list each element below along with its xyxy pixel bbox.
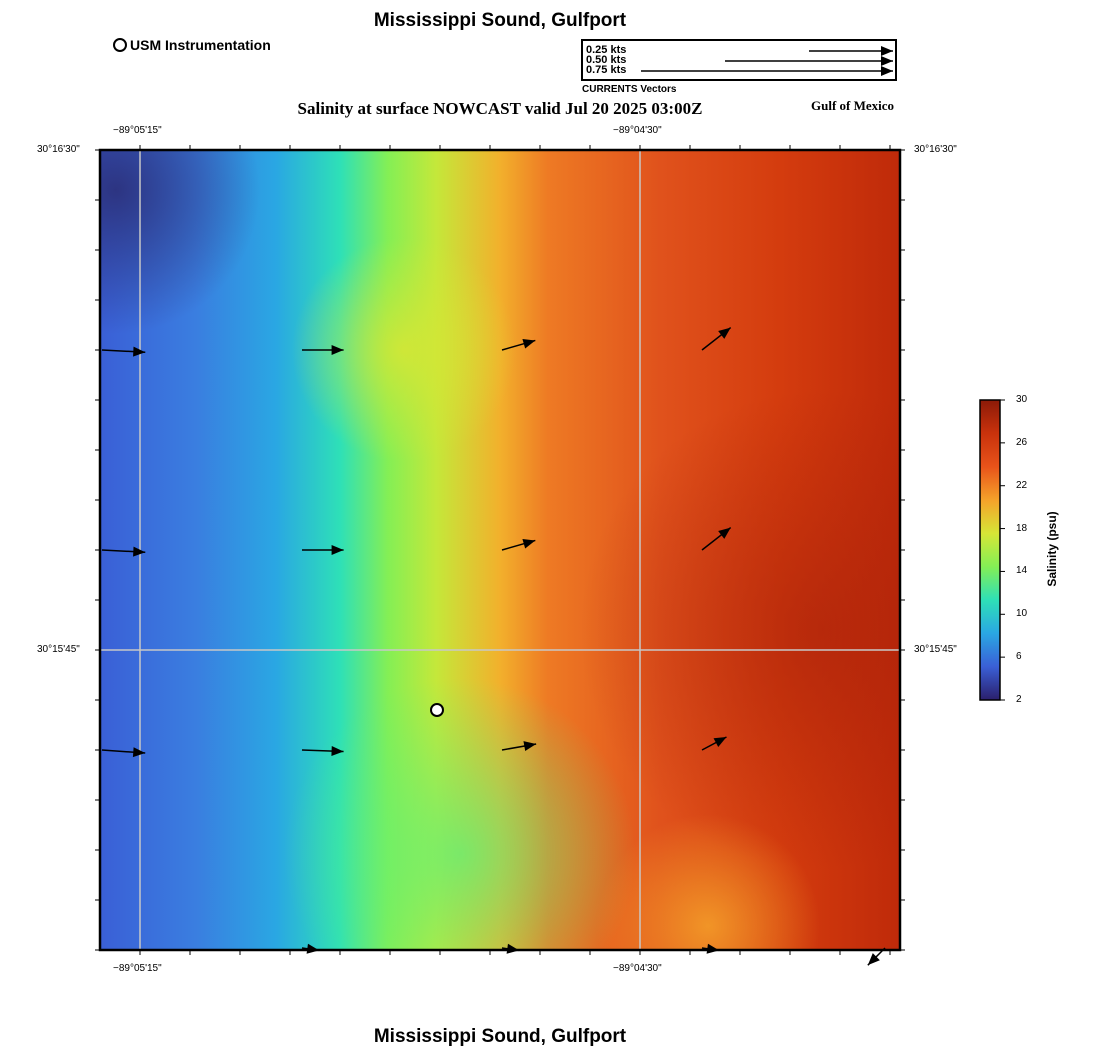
current-vector-15 — [701, 943, 720, 954]
colorbar-tick-label: 18 — [1016, 522, 1028, 534]
colorbar-tick-label: 10 — [1016, 608, 1028, 620]
lat-tick-right-2: 30°15'45" — [914, 644, 957, 655]
current-vector-6 — [302, 545, 344, 555]
map-title: Mississippi Sound, Gulfport — [373, 10, 627, 31]
current-vector-4 — [701, 326, 732, 351]
usm-station-marker[interactable] — [430, 703, 444, 717]
map-footer-title: Mississippi Sound, Gulfport — [373, 1026, 627, 1047]
current-vector-9 — [101, 747, 146, 758]
current-vector-16 — [867, 947, 886, 966]
scale-arrow-3 — [641, 66, 893, 76]
lon-tick-top-1: −89°05'15" — [113, 125, 162, 136]
colorbar — [979, 399, 1005, 701]
current-vector-3 — [501, 338, 536, 351]
colorbar-tick-label: 30 — [1016, 394, 1028, 405]
vector-scale-box: 0.25 kts 0.50 kts 0.75 kts — [581, 39, 897, 81]
current-vector-14 — [501, 943, 520, 954]
lat-tick-left-2: 30°15'45" — [37, 644, 80, 655]
current-vector-13 — [301, 943, 320, 954]
colorbar-tick-label: 14 — [1016, 565, 1028, 577]
current-vector-11 — [501, 741, 537, 751]
lon-tick-top-2: −89°04'30" — [613, 125, 662, 136]
frame-ticks — [95, 145, 905, 955]
region-label: Gulf of Mexico — [811, 98, 895, 113]
current-vector-7 — [501, 538, 536, 551]
current-vector-12 — [701, 736, 727, 751]
colorbar-title: Salinity (psu) — [1045, 511, 1059, 587]
station-marker-icon — [113, 38, 127, 52]
station-legend: USM Instrumentation — [113, 37, 271, 53]
vector-scale-label-1: 0.25 kts — [586, 44, 627, 56]
current-vector-8 — [701, 526, 732, 551]
map-subtitle: Salinity at surface NOWCAST valid Jul 20… — [297, 99, 703, 118]
colorbar-tick-label: 22 — [1016, 479, 1028, 491]
vector-scale-title: CURRENTS Vectors — [582, 84, 677, 95]
scale-arrow-2 — [725, 56, 893, 66]
colorbar-tick-label: 6 — [1016, 651, 1022, 663]
vector-scale-label-2: 0.50 kts — [586, 54, 627, 66]
vector-scale-label-3: 0.75 kts — [586, 64, 627, 76]
lat-tick-left-1: 30°16'30" — [37, 144, 80, 155]
current-vector-10 — [301, 746, 344, 757]
lon-tick-bottom-2: −89°04'30" — [613, 963, 662, 974]
current-vector-2 — [302, 345, 344, 355]
current-vector-1 — [101, 346, 146, 357]
station-legend-label: USM Instrumentation — [130, 37, 271, 53]
colorbar-tick-label: 2 — [1016, 694, 1022, 705]
lat-tick-right-1: 30°16'30" — [914, 144, 957, 155]
lon-tick-bottom-1: −89°05'15" — [113, 963, 162, 974]
current-vectors — [101, 326, 886, 966]
colorbar-tick-label: 26 — [1016, 436, 1028, 448]
current-vector-5 — [101, 546, 146, 557]
vector-scale-arrows — [641, 46, 893, 76]
scale-arrow-1 — [809, 46, 893, 56]
salinity-field — [100, 150, 900, 950]
